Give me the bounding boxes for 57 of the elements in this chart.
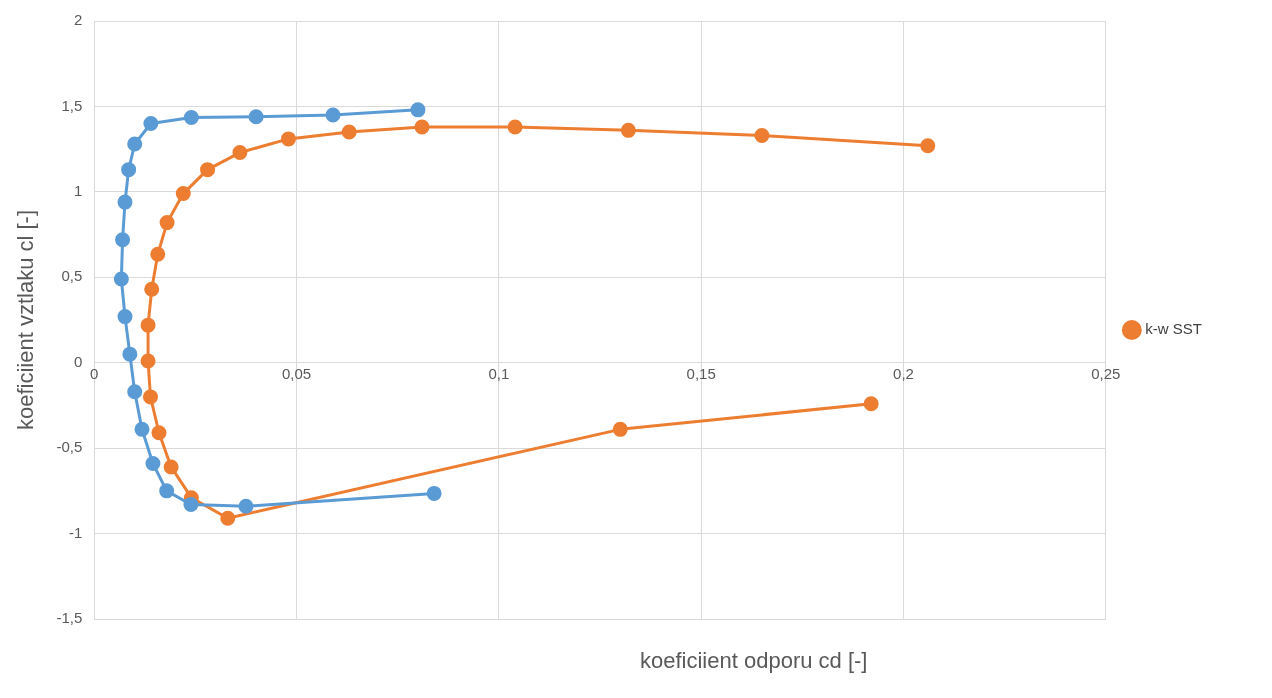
y-tick-label: -1,5	[56, 609, 83, 627]
point	[754, 127, 770, 143]
point	[175, 186, 191, 202]
y-tick-label: 2	[73, 11, 83, 29]
point	[325, 107, 341, 123]
point	[248, 109, 264, 125]
point	[159, 483, 175, 499]
point	[163, 459, 179, 475]
y-tick-label: 1,5	[61, 96, 83, 114]
x-tick-label: 0	[90, 364, 99, 382]
point	[150, 246, 166, 262]
point	[414, 119, 430, 135]
legend-label: k-w SST	[1145, 320, 1202, 338]
point	[115, 232, 131, 248]
point	[612, 421, 628, 437]
point	[280, 131, 296, 147]
x-tick-label: 0,15	[686, 364, 716, 382]
point	[183, 110, 199, 126]
point	[863, 396, 879, 412]
point	[127, 136, 143, 152]
point	[143, 116, 159, 132]
point	[140, 317, 156, 333]
y-tick-label: 0	[73, 352, 83, 370]
point	[238, 498, 254, 514]
point	[144, 281, 160, 297]
point	[426, 485, 442, 501]
x-tick-label: 0,25	[1091, 364, 1121, 382]
point	[142, 389, 158, 405]
y-tick-label: 0,5	[61, 267, 83, 285]
point	[117, 309, 133, 325]
point	[183, 497, 199, 513]
point	[113, 271, 129, 287]
x-tick-label: 0,05	[281, 364, 312, 382]
point	[620, 122, 636, 138]
y-tick-label: -1	[68, 523, 83, 541]
point	[145, 456, 161, 472]
point	[507, 119, 523, 135]
point	[200, 162, 216, 178]
point	[117, 194, 133, 210]
point	[151, 425, 167, 441]
point	[122, 346, 138, 362]
point	[232, 145, 248, 161]
y-tick-label: -0,5	[56, 438, 83, 456]
point	[341, 124, 357, 140]
point	[121, 162, 137, 178]
x-axis-title: koeficiient odporu cd [-]	[640, 648, 868, 674]
y-tick-label: 1	[73, 182, 83, 199]
y-axis-title: koeficiient vztlaku cl [-]	[13, 209, 39, 431]
point	[134, 421, 150, 437]
point	[159, 215, 175, 231]
x-tick-label: 0,2	[893, 364, 914, 382]
x-tick-label: 0,1	[488, 364, 510, 382]
point	[920, 138, 936, 154]
point	[140, 353, 156, 369]
point	[410, 102, 426, 118]
point	[127, 384, 143, 400]
point	[220, 510, 236, 526]
